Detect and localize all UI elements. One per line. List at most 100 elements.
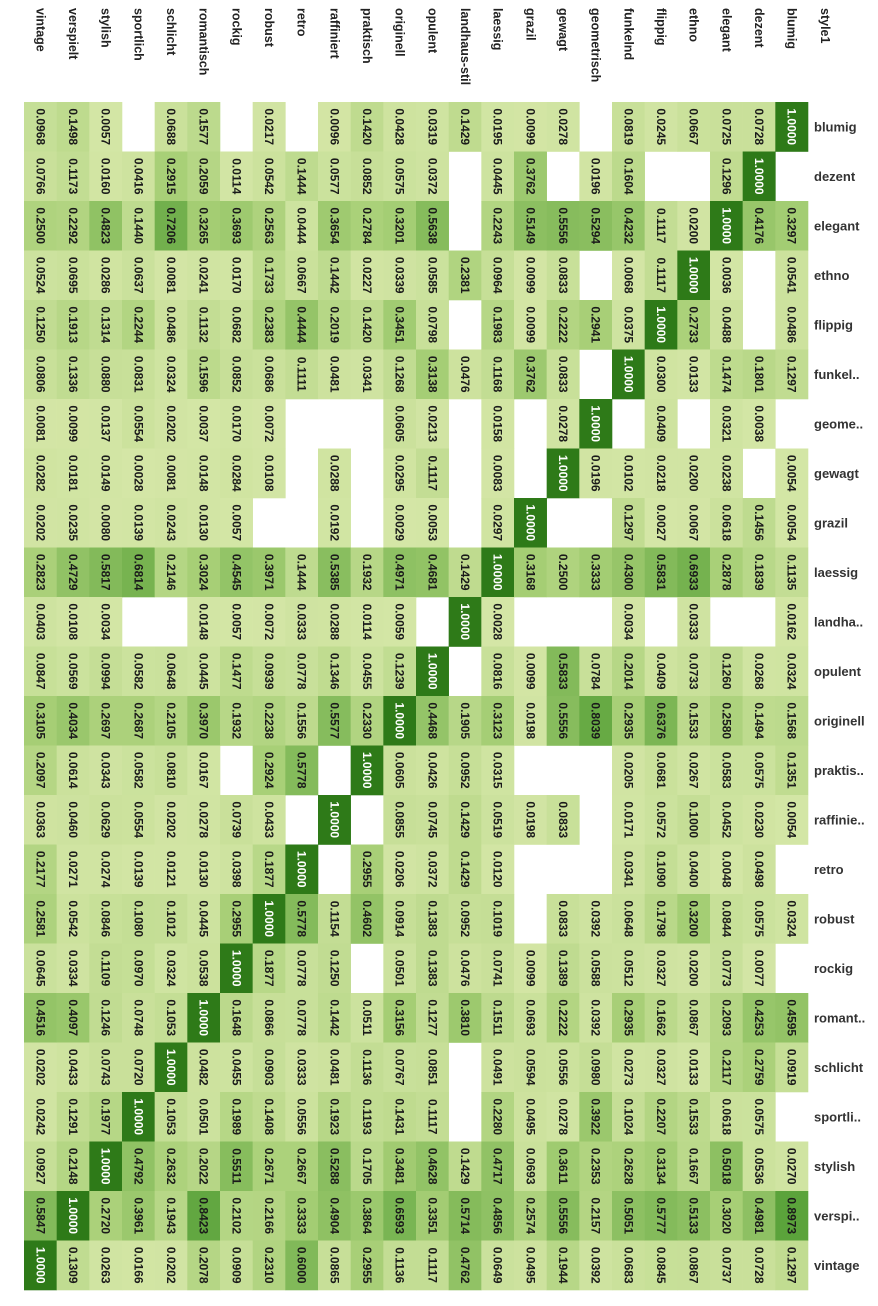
- cell-value-label: 0.1314: [99, 306, 113, 343]
- heatmap-cell: [154, 745, 188, 796]
- cell-value-label: 0.3481: [393, 1148, 407, 1185]
- column-label: verspi..: [814, 1208, 860, 1223]
- cell-value-label: 1.0000: [131, 1098, 145, 1135]
- heatmap-cell: [775, 1042, 809, 1093]
- heatmap-cell: [775, 894, 809, 944]
- heatmap-cell: [383, 894, 417, 944]
- row-label: sportlich: [131, 8, 145, 61]
- cell-value-label: 0.0686: [262, 356, 276, 393]
- cell-value-label: 0.1877: [262, 950, 276, 987]
- cell-value-label: 0.2632: [164, 1148, 178, 1185]
- cell-value-label: 0.2146: [164, 554, 178, 591]
- cell-value-label: 0.0048: [719, 851, 733, 888]
- cell-value-label: 0.0333: [687, 603, 701, 640]
- cell-value-label: 0.0919: [785, 1049, 799, 1086]
- row-label: opulent: [425, 8, 439, 54]
- cell-value-label: 0.1533: [687, 702, 701, 739]
- heatmap-cell: [350, 745, 384, 796]
- heatmap-cell: [252, 745, 286, 796]
- cell-value-label: 0.0217: [262, 108, 276, 145]
- heatmap-cell: [514, 943, 547, 994]
- heatmap-cell: [677, 250, 711, 301]
- cell-value-label: 0.0582: [131, 752, 145, 789]
- cell-value-label: 0.0683: [621, 1247, 635, 1284]
- heatmap-cell: [481, 1042, 515, 1093]
- column-label: landha..: [814, 614, 863, 629]
- heatmap-cell: [252, 795, 286, 845]
- heatmap-cell: [350, 349, 384, 400]
- cell-value-label: 0.0481: [327, 1049, 341, 1086]
- cell-value-label: 0.0057: [229, 504, 243, 541]
- cell-value-label: 0.0099: [523, 950, 537, 987]
- heatmap-cell: [89, 201, 123, 251]
- cell-value-label: 0.1250: [327, 950, 341, 987]
- heatmap-cell: [285, 844, 319, 895]
- heatmap-cell: [285, 646, 319, 697]
- heatmap-cell: [122, 894, 155, 944]
- cell-value-label: 0.1498: [66, 108, 80, 145]
- cell-value-label: 0.5778: [295, 900, 309, 937]
- heatmap-cell: [546, 547, 580, 598]
- heatmap-cell: [187, 1191, 221, 1241]
- heatmap-cell: [775, 547, 809, 598]
- heatmap-cell: [318, 894, 351, 944]
- heatmap-cell: [56, 399, 90, 449]
- cell-value-label: 0.2628: [621, 1148, 635, 1185]
- heatmap-cell: [775, 102, 809, 152]
- cell-value-label: 0.5133: [687, 1197, 701, 1234]
- heatmap-cell: [644, 894, 678, 944]
- cell-value-label: 1.0000: [654, 306, 668, 343]
- cell-value-label: 0.1511: [491, 1000, 505, 1036]
- cell-value-label: 0.0486: [785, 306, 799, 343]
- heatmap-cell: [579, 448, 613, 499]
- heatmap-cell: [612, 498, 645, 548]
- cell-value-label: 0.1111: [295, 357, 309, 392]
- cell-value-label: 0.0847: [33, 653, 47, 690]
- heatmap-cell: [579, 1141, 613, 1192]
- heatmap-cell: [187, 448, 221, 499]
- heatmap-cell: [56, 250, 90, 301]
- cell-value-label: 0.1080: [131, 900, 145, 937]
- heatmap-cell: [775, 1191, 809, 1241]
- heatmap-cell: [285, 993, 319, 1043]
- heatmap-cell: [644, 993, 678, 1043]
- cell-value-label: 0.0952: [458, 900, 472, 937]
- cell-value-label: 0.0575: [752, 1098, 766, 1135]
- heatmap-cell: [612, 151, 645, 202]
- cell-value-label: 0.0206: [393, 851, 407, 888]
- cell-value-label: 0.4516: [33, 999, 47, 1036]
- cell-value-label: 0.3451: [393, 306, 407, 343]
- heatmap-cell: [514, 993, 547, 1043]
- heatmap-cell: [644, 943, 678, 994]
- heatmap-cell: [383, 993, 417, 1043]
- heatmap-cell: [644, 1092, 678, 1142]
- cell-value-label: 0.0363: [33, 801, 47, 838]
- cell-value-label: 0.0077: [752, 950, 766, 987]
- cell-value-label: 0.1556: [295, 702, 309, 739]
- heatmap-cell: [579, 1240, 613, 1291]
- cell-value-label: 0.0852: [229, 356, 243, 393]
- cell-value-label: 0.0498: [752, 851, 766, 888]
- heatmap-cell: [89, 151, 123, 202]
- heatmap-cell: [383, 795, 417, 845]
- heatmap-cell: [644, 696, 678, 746]
- heatmap-cell: [318, 696, 351, 746]
- heatmap-cell: [644, 448, 678, 499]
- heatmap-cell: [416, 151, 449, 202]
- heatmap-cell: [350, 646, 384, 697]
- heatmap-cell: [644, 795, 678, 845]
- heatmap-cell: [710, 894, 743, 944]
- cell-value-label: 0.0273: [621, 1049, 635, 1086]
- heatmap-cell: [24, 745, 57, 796]
- heatmap-cell: [89, 1141, 123, 1192]
- heatmap-cell: [677, 646, 711, 697]
- cell-value-label: 0.2733: [687, 306, 701, 343]
- heatmap-cell: [514, 646, 547, 697]
- cell-value-label: 0.1456: [752, 504, 766, 541]
- cell-value-label: 0.0038: [752, 405, 766, 442]
- heatmap-cell: [187, 943, 221, 994]
- heatmap-cell: [122, 300, 155, 350]
- cell-value-label: 0.0327: [654, 1049, 668, 1086]
- heatmap-cell: [579, 894, 613, 944]
